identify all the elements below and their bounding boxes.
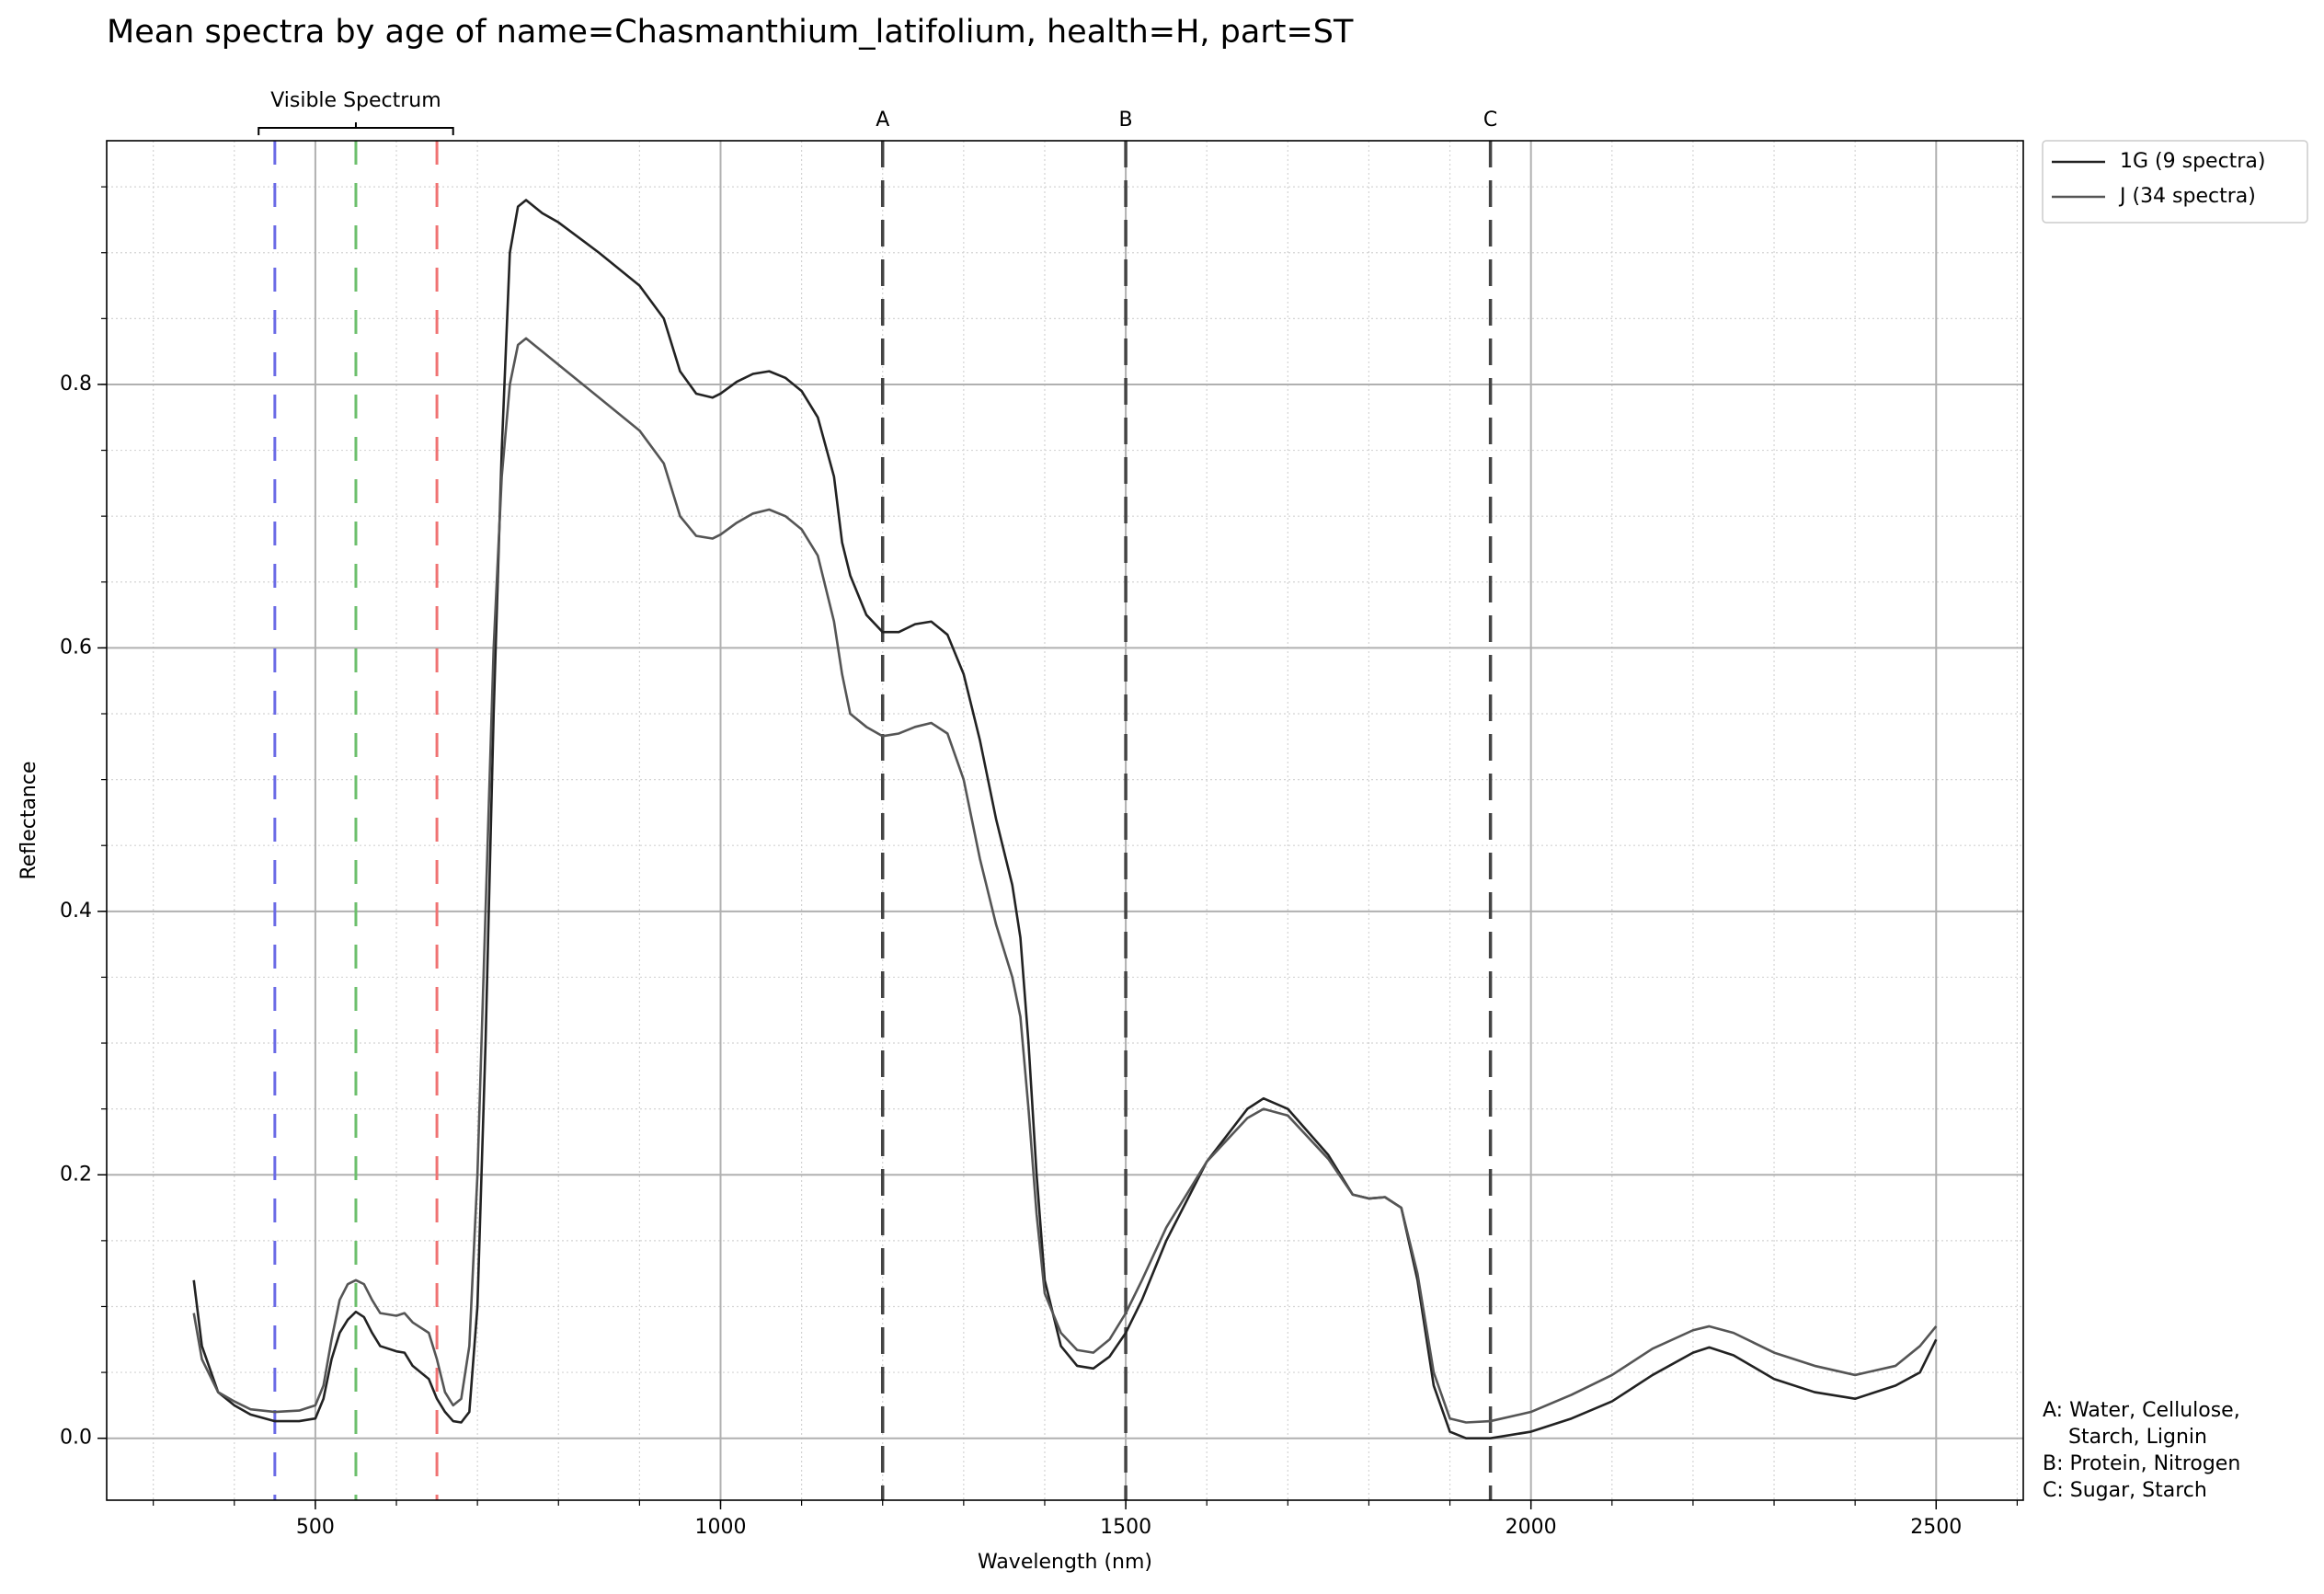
series-line bbox=[192, 199, 1938, 1439]
y-tick-label: 0.2 bbox=[60, 1163, 92, 1186]
legend-label: J (34 spectra) bbox=[2118, 185, 2256, 208]
legend-label: 1G (9 spectra) bbox=[2120, 150, 2265, 173]
x-tick-label: 2000 bbox=[1505, 1516, 1557, 1539]
note-line: B: Protein, Nitrogen bbox=[2043, 1452, 2240, 1475]
y-tick-label: 0.0 bbox=[60, 1427, 92, 1450]
y-tick-label: 0.8 bbox=[60, 373, 92, 396]
note-line: A: Water, Cellulose, bbox=[2043, 1399, 2240, 1422]
legend-box bbox=[2042, 140, 2308, 224]
y-axis-label: Reflectance bbox=[17, 761, 40, 879]
marker-label: A bbox=[876, 109, 889, 132]
note-line: Starch, Lignin bbox=[2043, 1426, 2207, 1449]
x-tick-label: 1000 bbox=[694, 1516, 746, 1539]
series-line bbox=[192, 337, 1938, 1424]
chart-title: Mean spectra by age of name=Chasmanthium… bbox=[107, 14, 1354, 51]
marker-label: B bbox=[1119, 109, 1133, 132]
y-tick-label: 0.6 bbox=[60, 636, 92, 659]
visible-spectrum-label: Visible Spectrum bbox=[270, 89, 441, 112]
y-tick-label: 0.4 bbox=[60, 900, 92, 923]
marker-label: C bbox=[1483, 109, 1497, 132]
x-tick-label: 2500 bbox=[1910, 1516, 1962, 1539]
x-tick-label: 1500 bbox=[1100, 1516, 1151, 1539]
axes-frame bbox=[106, 140, 2024, 1501]
x-tick-label: 500 bbox=[296, 1516, 335, 1539]
visible-spectrum-bracket bbox=[258, 122, 454, 135]
note-line: C: Sugar, Starch bbox=[2043, 1479, 2207, 1502]
x-axis-label: Wavelength (nm) bbox=[978, 1551, 1152, 1574]
